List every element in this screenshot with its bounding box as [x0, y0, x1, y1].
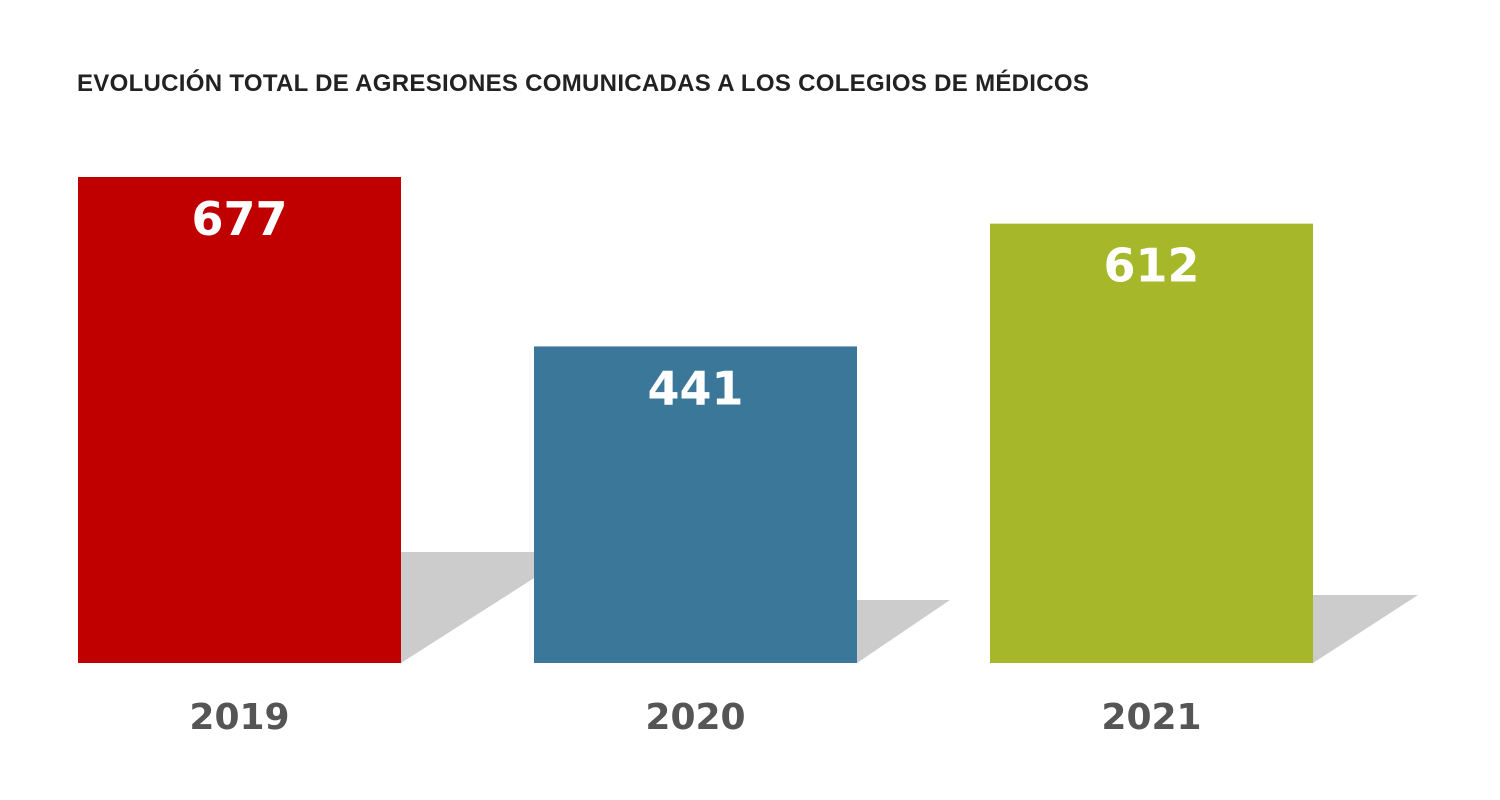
x-tick-label-2020: 2020 [645, 697, 745, 738]
data-label-2020: 441 [647, 361, 743, 415]
x-tick-label-2019: 2019 [189, 697, 289, 738]
bar-shadow-2021 [1313, 595, 1418, 663]
bar-2019 [78, 177, 401, 663]
chart-title: EVOLUCIÓN TOTAL DE AGRESIONES COMUNICADA… [77, 70, 1090, 97]
data-label-2019: 677 [191, 192, 287, 246]
data-label-2021: 612 [1103, 239, 1199, 293]
bar-shadow-2019 [401, 552, 575, 663]
bar-shadow-2020 [857, 600, 950, 663]
bar-2020 [534, 346, 857, 663]
bar-2021 [990, 223, 1313, 663]
x-tick-label-2021: 2021 [1101, 697, 1201, 738]
